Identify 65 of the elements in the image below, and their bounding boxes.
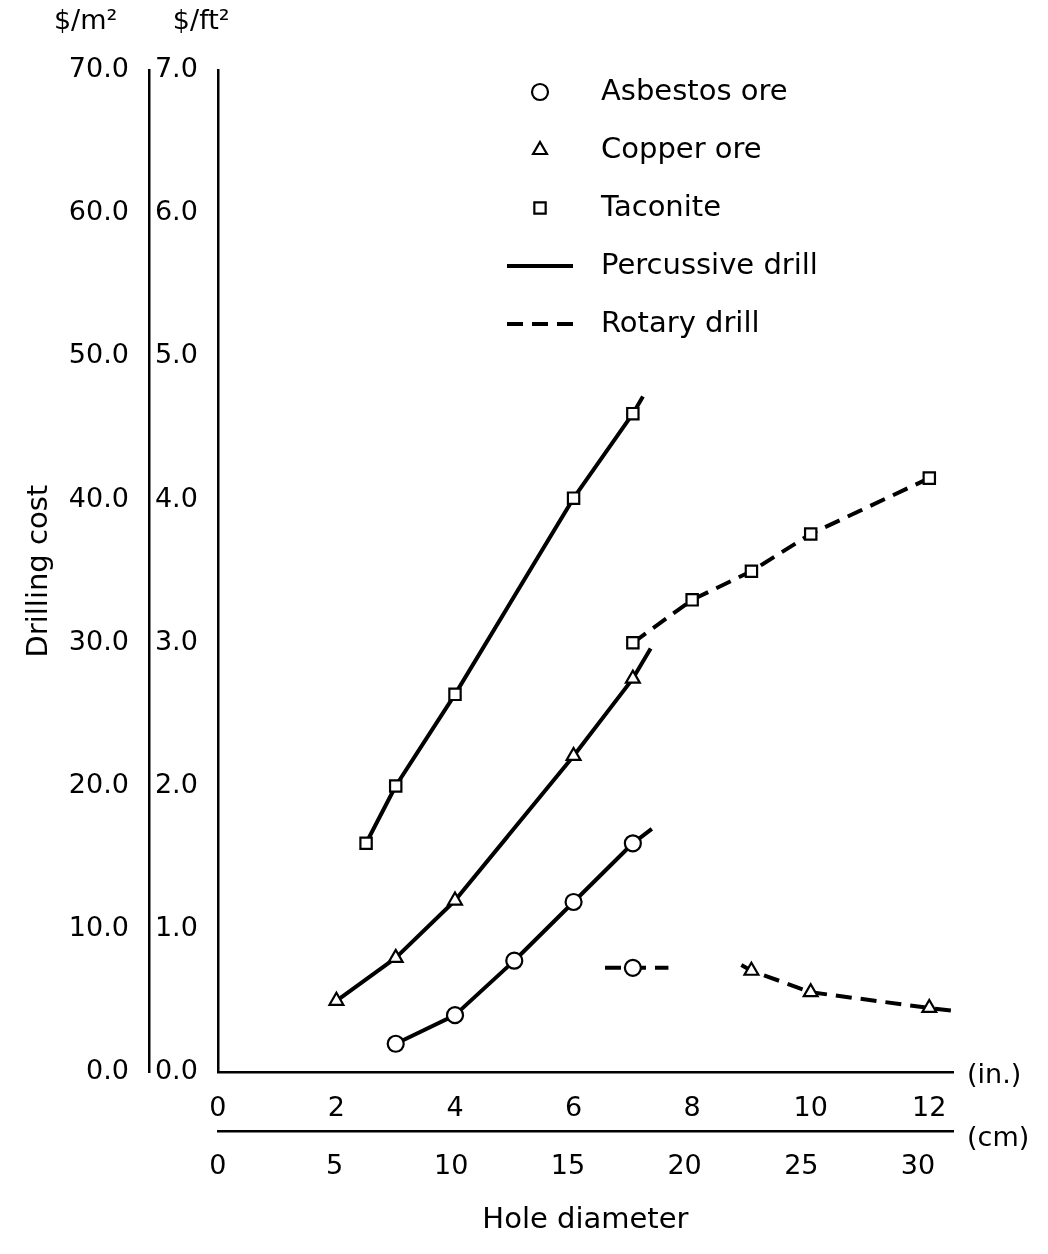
y-tick-label: 70.0 bbox=[68, 52, 129, 84]
point bbox=[921, 998, 938, 1014]
point bbox=[448, 687, 462, 702]
point bbox=[387, 948, 404, 963]
text: $/ft² bbox=[172, 4, 230, 36]
point bbox=[922, 471, 937, 485]
x2-tick-label: 25 bbox=[784, 1149, 819, 1181]
legend-label: Copper ore bbox=[601, 130, 762, 165]
point bbox=[388, 779, 403, 793]
x-tick-label: 12 bbox=[912, 1090, 947, 1122]
point bbox=[566, 491, 581, 505]
x2-tick-label: 20 bbox=[667, 1149, 702, 1181]
y-tick-label: 60.0 bbox=[68, 195, 129, 227]
point bbox=[626, 636, 640, 650]
point bbox=[359, 836, 373, 851]
legend-label: Asbestos ore bbox=[601, 72, 788, 107]
point bbox=[445, 1006, 465, 1025]
point bbox=[624, 669, 641, 684]
y-tick-label: 50.0 bbox=[68, 338, 129, 370]
y2-tick-label: 2.0 bbox=[154, 768, 198, 800]
x-tick-label: 2 bbox=[327, 1090, 346, 1122]
x2-tick-label: 0 bbox=[209, 1149, 227, 1181]
y2-tick-label: 7.0 bbox=[154, 52, 198, 84]
y2-tick-label: 5.0 bbox=[154, 338, 198, 370]
y-tick-label: 10.0 bbox=[68, 911, 129, 943]
point bbox=[623, 958, 642, 977]
y-tick-label: 0.0 bbox=[85, 1054, 129, 1086]
point bbox=[803, 527, 818, 541]
point bbox=[505, 951, 524, 970]
point bbox=[446, 891, 464, 906]
point bbox=[802, 983, 819, 998]
y-tick-label: 30.0 bbox=[68, 624, 129, 656]
x-tick-label: 10 bbox=[793, 1090, 828, 1122]
y-tick-label: 40.0 bbox=[68, 481, 129, 513]
point bbox=[685, 593, 699, 607]
y2-tick-label: 0.0 bbox=[154, 1054, 198, 1086]
x-tick-label: 8 bbox=[683, 1090, 701, 1122]
x-axis-title: Hole diameter bbox=[482, 1201, 689, 1236]
legend-label: Percussive drill bbox=[601, 246, 818, 281]
y2-tick-label: 3.0 bbox=[154, 624, 198, 656]
x-tick-label: 4 bbox=[446, 1090, 464, 1122]
x2-tick-label: 30 bbox=[900, 1149, 936, 1181]
legend-label: Rotary drill bbox=[601, 304, 760, 339]
text: $/m² bbox=[53, 4, 118, 36]
x2-tick-label: 15 bbox=[550, 1149, 586, 1181]
y2-tick-label: 4.0 bbox=[154, 481, 198, 513]
x2-tick-label: 5 bbox=[325, 1149, 344, 1181]
x2-tick-label: 10 bbox=[434, 1149, 469, 1181]
point bbox=[626, 406, 640, 421]
point bbox=[386, 1034, 405, 1053]
point bbox=[744, 564, 759, 578]
point bbox=[565, 746, 582, 762]
y2-tick-label: 6.0 bbox=[154, 195, 198, 227]
x-tick-label: 6 bbox=[564, 1090, 583, 1122]
x-tick-label: 0 bbox=[209, 1090, 227, 1122]
point bbox=[623, 834, 642, 853]
point bbox=[743, 961, 760, 976]
y-axis-title: Drilling cost bbox=[19, 484, 54, 658]
legend-label: Taconite bbox=[600, 188, 722, 223]
text: (cm) bbox=[967, 1120, 1030, 1152]
text: (in.) bbox=[967, 1058, 1022, 1090]
point bbox=[564, 892, 583, 912]
y2-tick-label: 1.0 bbox=[154, 911, 198, 943]
y-tick-label: 20.0 bbox=[68, 768, 129, 800]
point bbox=[328, 991, 345, 1006]
